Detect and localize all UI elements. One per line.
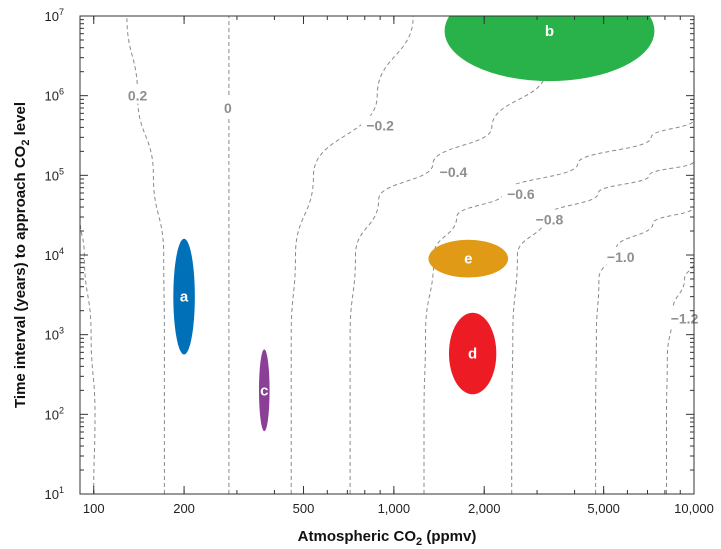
contour-label: −0.4 — [440, 164, 468, 180]
contour-label: 0 — [224, 100, 232, 116]
contour-label: 0.2 — [128, 88, 148, 104]
contour-label: −1.0 — [607, 249, 635, 265]
x-axis-title: Atmospheric CO2 (ppmv) — [298, 528, 477, 548]
y-tick-label: 103 — [45, 326, 64, 343]
x-tick-label: 10,000 — [674, 501, 714, 516]
region-b-label: b — [545, 23, 554, 40]
x-tick-label: 100 — [83, 501, 105, 516]
contour-label: −0.6 — [507, 186, 535, 202]
contour-line — [667, 263, 695, 494]
x-tick-label: 1,000 — [378, 501, 411, 516]
region-b-ellipse — [445, 0, 655, 81]
x-tick-label: 200 — [173, 501, 195, 516]
region-e-label: e — [464, 251, 472, 268]
contour-label: −0.8 — [536, 211, 564, 227]
y-tick-label: 101 — [45, 485, 64, 502]
y-tick-label: 104 — [45, 246, 64, 263]
contour-label: −0.2 — [366, 118, 394, 134]
x-tick-label: 500 — [293, 501, 315, 516]
x-tick-label: 2,000 — [468, 501, 501, 516]
region-d-label: d — [468, 346, 477, 363]
y-tick-label: 105 — [45, 166, 64, 183]
contour-line — [291, 16, 413, 494]
region-a-label: a — [180, 289, 189, 306]
region-c-label: c — [260, 382, 268, 399]
y-tick-label: 102 — [45, 405, 64, 422]
x-tick-label: 5,000 — [587, 501, 620, 516]
y-tick-label: 107 — [45, 7, 64, 24]
y-axis-title: Time interval (years) to approach CO2 le… — [12, 102, 32, 408]
y-tick-label: 106 — [45, 87, 64, 104]
